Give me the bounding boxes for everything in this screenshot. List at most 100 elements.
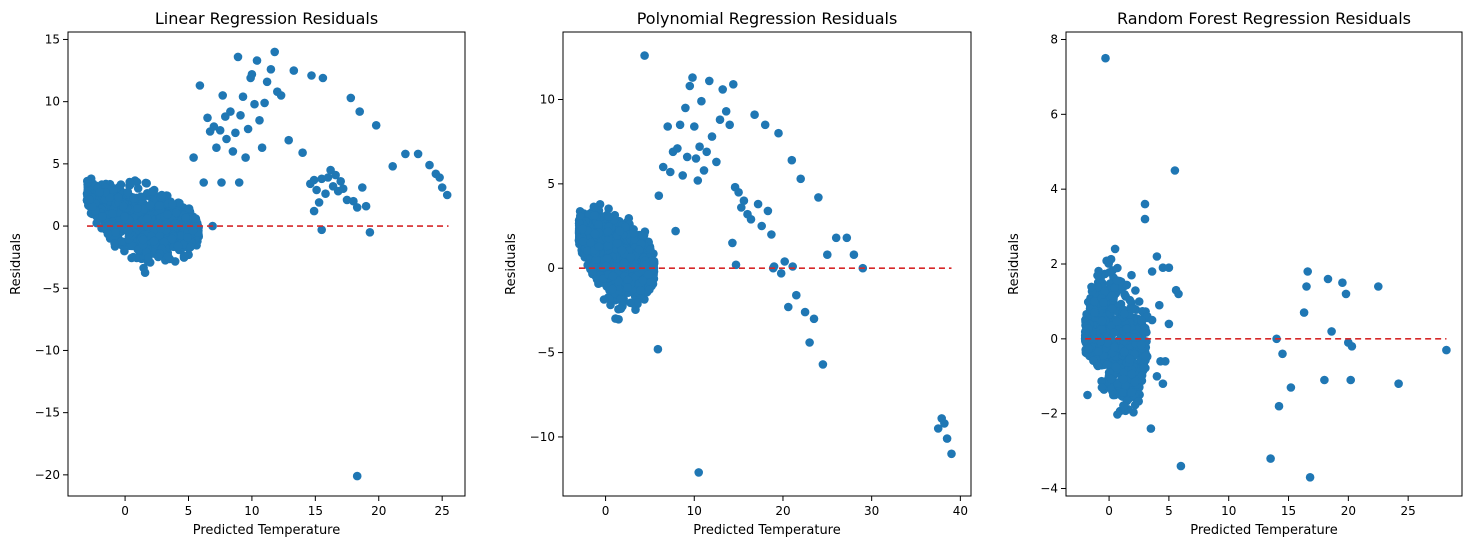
data-point [1125, 354, 1135, 364]
data-point [1136, 340, 1146, 350]
data-point [774, 128, 783, 138]
data-point [149, 236, 159, 246]
data-point [746, 215, 756, 224]
data-point [1161, 357, 1170, 366]
data-point [257, 143, 267, 152]
data-point [218, 91, 227, 100]
data-point [159, 237, 169, 247]
data-point [654, 191, 664, 200]
data-point [739, 196, 749, 205]
data-point [818, 360, 828, 369]
data-point [588, 266, 597, 276]
y-tick-label: 8 [1050, 32, 1058, 46]
data-point [1140, 326, 1150, 336]
data-point [1147, 267, 1157, 276]
data-point [1089, 334, 1099, 344]
data-point [763, 206, 773, 216]
data-point [435, 173, 444, 182]
data-point [1093, 271, 1102, 280]
data-point [1119, 309, 1129, 319]
data-point [608, 271, 618, 281]
data-point [138, 235, 148, 245]
data-point [236, 111, 245, 120]
data-point [352, 471, 362, 481]
data-point [352, 203, 362, 212]
data-point [98, 212, 107, 221]
data-point [114, 192, 123, 202]
x-tick-label: 20 [775, 504, 790, 518]
data-point [599, 295, 609, 304]
x-tick-label: 10 [1221, 504, 1236, 518]
data-point [181, 213, 190, 222]
data-point [619, 258, 629, 268]
data-point [238, 92, 248, 101]
data-point [1171, 285, 1181, 295]
data-point [940, 419, 949, 428]
data-point [1112, 276, 1122, 285]
data-point [1113, 263, 1122, 273]
data-point [262, 77, 272, 87]
data-point [1102, 360, 1112, 369]
data-point [365, 228, 375, 237]
data-point [321, 189, 330, 198]
data-point [616, 304, 626, 314]
scatter-series [1080, 53, 1451, 482]
data-point [666, 167, 675, 177]
data-point [626, 298, 635, 308]
data-point [693, 176, 703, 185]
data-point [312, 185, 321, 195]
data-point [179, 251, 189, 261]
data-point [728, 238, 737, 248]
data-point [1110, 283, 1119, 293]
y-tick-label: −5 [537, 346, 555, 360]
data-point [823, 250, 832, 259]
data-point [602, 254, 612, 263]
data-point [145, 200, 155, 210]
data-point [276, 91, 286, 100]
data-point [1137, 371, 1147, 380]
data-point [617, 245, 627, 255]
data-point [626, 252, 636, 262]
chart-title: Random Forest Regression Residuals [1117, 9, 1411, 28]
data-point [1130, 377, 1140, 387]
data-point [1118, 374, 1128, 384]
data-point [842, 233, 852, 243]
data-point [632, 298, 642, 307]
data-point [155, 230, 164, 240]
data-point [1170, 166, 1180, 175]
data-point [1130, 400, 1140, 410]
data-point [95, 187, 104, 197]
x-tick-label: 20 [371, 504, 386, 518]
data-point [1083, 390, 1092, 400]
y-tick-label: −4 [1040, 482, 1058, 496]
data-point [1320, 375, 1329, 385]
scatter-series [82, 47, 452, 481]
data-point [298, 148, 307, 157]
data-point [388, 162, 398, 171]
data-point [289, 66, 299, 75]
data-point [1122, 280, 1132, 290]
data-point [1097, 316, 1107, 326]
data-point [136, 192, 146, 201]
data-point [612, 238, 622, 248]
data-point [243, 124, 253, 134]
linear-regression-residuals-panel: Linear Regression Residuals 0 5 10 15 20 25 −20… [9, 9, 466, 538]
data-point [442, 190, 452, 200]
y-tick-label: 5 [547, 177, 555, 191]
data-point [589, 202, 599, 212]
data-point [1286, 383, 1296, 392]
data-point [629, 262, 639, 272]
data-point [104, 220, 114, 230]
data-point [1341, 289, 1351, 299]
data-point [163, 252, 173, 261]
data-point [787, 155, 797, 165]
x-axis-label: Predicted Temperature [1190, 523, 1338, 538]
data-point [675, 120, 685, 130]
y-tick-label: −20 [35, 468, 60, 482]
y-tick-label: 10 [45, 95, 60, 109]
data-point [1087, 282, 1096, 292]
data-point [800, 307, 810, 317]
data-point [162, 220, 171, 229]
data-point [614, 276, 623, 286]
